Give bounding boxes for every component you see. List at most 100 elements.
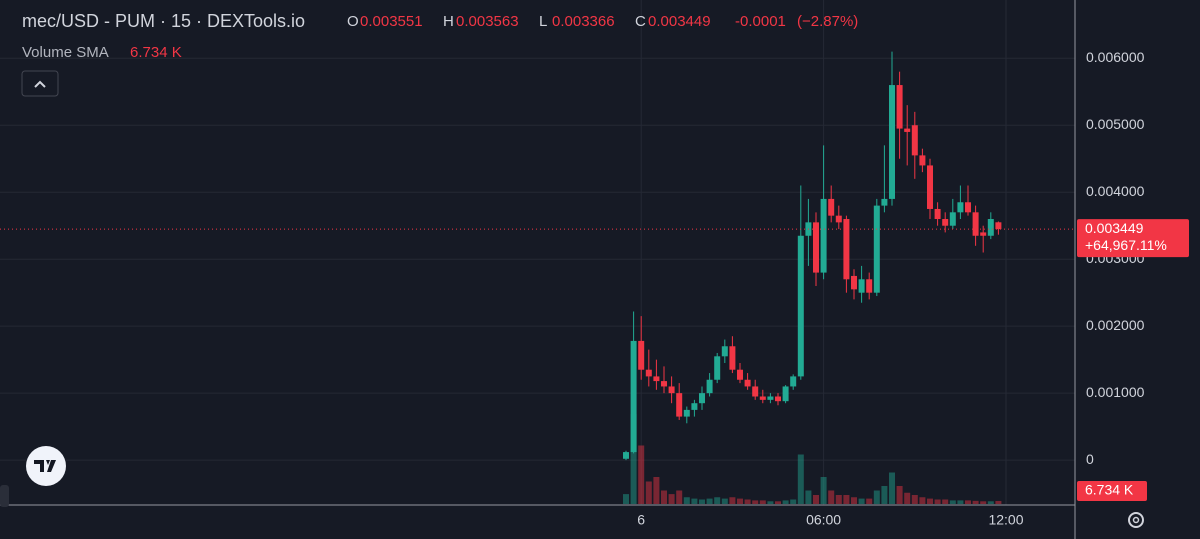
x-tick-label: 12:00 — [988, 512, 1023, 528]
x-tick-label: 06:00 — [806, 512, 841, 528]
candle-body — [661, 381, 667, 387]
candle-body — [820, 198, 827, 273]
candle-body — [881, 198, 888, 206]
volume-sma: 6.734 K — [130, 44, 182, 61]
candle-body — [965, 202, 971, 213]
volume-bar — [919, 497, 926, 504]
candle-body — [835, 215, 842, 223]
settings-button[interactable] — [1128, 512, 1144, 528]
volume-bar — [775, 501, 781, 504]
volume-bar — [858, 498, 865, 504]
volume-bar — [835, 495, 842, 504]
change-pct: (−2.87%) — [797, 13, 858, 30]
volume-bar — [623, 494, 629, 504]
candle-body — [896, 85, 903, 129]
volume-bar — [828, 490, 835, 504]
candle-body — [987, 219, 994, 236]
collapse-button[interactable] — [21, 70, 59, 97]
candle-body — [767, 396, 774, 400]
candle-body — [873, 205, 880, 293]
volume-bar — [699, 499, 705, 504]
volume-bar — [965, 500, 971, 504]
volume-bar — [873, 490, 880, 504]
last-price-label: 0.003449 — [1085, 220, 1144, 236]
candle-body — [699, 393, 705, 404]
candle-body — [972, 212, 979, 236]
volume-bar — [820, 477, 827, 504]
collapse-icon — [34, 80, 46, 88]
volume-bar — [630, 414, 637, 504]
volume-bar — [706, 498, 713, 504]
volume-bar — [661, 490, 667, 504]
candle-body — [691, 403, 698, 410]
ohlc-value: 0.003449 — [648, 13, 711, 30]
candle-body — [949, 212, 956, 226]
candle-body — [889, 85, 895, 199]
volume-bar — [904, 492, 911, 504]
change: -0.0001 — [735, 13, 786, 30]
candle-body — [759, 396, 766, 400]
candle-body — [752, 386, 759, 397]
tv-logo[interactable] — [26, 446, 66, 486]
volume-bar — [683, 497, 690, 504]
y-tick-label: 0.001000 — [1086, 384, 1145, 400]
last-change-label: +64,967.11% — [1085, 237, 1167, 253]
candle-body — [623, 452, 629, 459]
settings-icon — [1132, 516, 1140, 524]
candle-body — [934, 208, 941, 220]
volume-bar — [896, 486, 903, 504]
candle-body — [676, 393, 683, 417]
volume-bar — [744, 499, 751, 504]
volume-bar — [676, 490, 683, 504]
candle-body — [904, 128, 911, 132]
volume-bar — [797, 454, 804, 504]
volume-bar — [995, 500, 1002, 504]
volume-tag — [1077, 481, 1147, 501]
volume-bar — [691, 498, 698, 504]
volume-bar — [881, 486, 888, 504]
candle-body — [957, 202, 964, 213]
y-tick-label: 0.005000 — [1086, 116, 1145, 132]
volume-bar — [889, 472, 895, 504]
candle-body — [911, 125, 918, 156]
candle-body — [828, 198, 835, 216]
candle-body — [813, 222, 819, 273]
y-tick-label: 0.006000 — [1086, 49, 1145, 65]
candle-body — [721, 346, 728, 357]
candle-body — [775, 396, 781, 402]
ohlc-value: 0.003366 — [552, 13, 615, 30]
volume-bar — [851, 497, 857, 504]
volume-bar — [805, 490, 812, 504]
volume-bar — [653, 477, 660, 504]
volume-bar — [911, 495, 918, 504]
candle-body — [714, 356, 721, 380]
candle-body — [630, 340, 637, 453]
candle-body — [851, 275, 857, 290]
candle-body — [683, 409, 690, 417]
volume-bar — [790, 499, 797, 504]
volume-bar — [645, 481, 652, 504]
candle-body — [737, 369, 743, 380]
candle-body — [653, 376, 660, 382]
ohlc-value: 0.003551 — [360, 13, 423, 30]
volume-bar — [813, 495, 819, 504]
volume-bar — [843, 495, 850, 504]
volume-bar — [721, 498, 728, 504]
volume-bar — [737, 498, 743, 504]
candle-body — [919, 155, 926, 166]
volume-bar — [866, 498, 873, 504]
volume-bar — [752, 500, 759, 504]
y-tick-label: 0 — [1086, 451, 1094, 467]
volume-bar — [714, 497, 721, 504]
volume-bar — [759, 500, 766, 504]
chart-title: mec/USD - PUM · 15 · DEXTools.io — [22, 11, 305, 31]
tv-logo-mark — [34, 460, 56, 472]
volume-bar — [949, 500, 956, 504]
volume-bar — [729, 497, 736, 504]
candle-body — [797, 235, 804, 377]
side-tab[interactable] — [0, 485, 9, 507]
volume-bar — [957, 500, 964, 504]
ohlc-label: O — [347, 13, 359, 30]
